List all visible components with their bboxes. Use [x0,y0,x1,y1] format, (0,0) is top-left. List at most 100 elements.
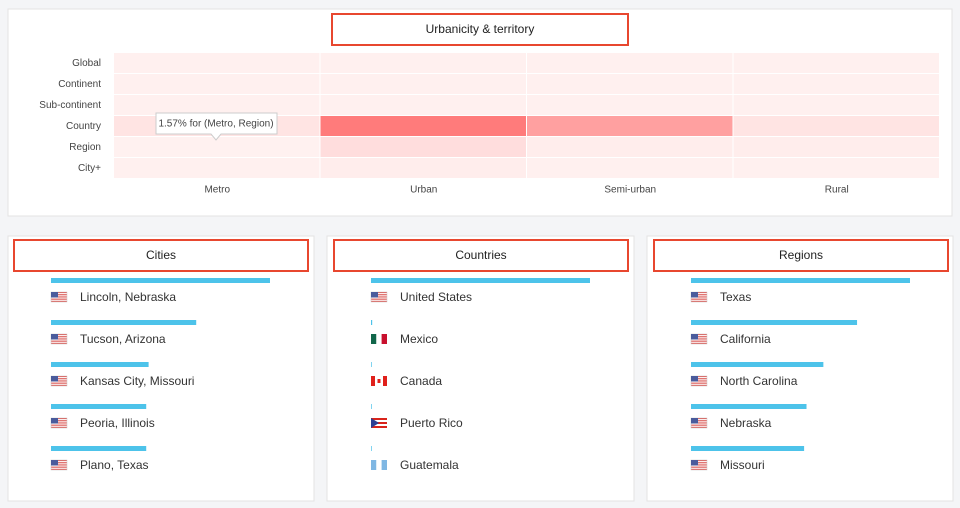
flag [51,466,67,468]
flag [371,300,387,302]
bar [371,278,590,283]
tooltip-text: 1.57% for (Metro, Region) [158,119,273,130]
flag [51,420,67,422]
category-label: Nebraska [720,416,772,430]
heat-cell [733,137,939,157]
heat-cell [114,137,320,157]
category-label: Texas [720,290,751,304]
heat-cell [320,74,526,94]
bar [51,362,149,367]
flag [691,292,698,298]
flag [691,420,707,422]
flag [381,334,387,344]
flag [51,376,58,382]
heat-cell [114,95,320,115]
flag [691,338,707,340]
flag [691,426,707,428]
bar [691,362,824,367]
flag [691,300,707,302]
flag [371,298,387,300]
x-tick-label: Rural [825,185,849,196]
y-tick-label: Country [66,121,101,132]
flag [51,334,67,336]
heat-cell [320,137,526,157]
bar [691,404,807,409]
flag [691,340,707,342]
flag [51,464,67,466]
category-label: Mexico [400,332,438,346]
flag [371,292,387,294]
flag [691,424,707,426]
heat-cell [527,137,733,157]
title-box [13,239,309,272]
flag [691,334,707,336]
flag [51,418,67,420]
heat-cell [114,53,320,73]
bar [691,278,910,283]
flag [691,468,707,470]
heat-cell [733,53,939,73]
x-tick-label: Urban [410,185,437,196]
flag [51,382,67,384]
flag [691,342,707,344]
flag [51,384,67,386]
flag [691,292,707,294]
heat-cell [114,158,320,178]
title-box [653,239,949,272]
flag [691,334,698,340]
category-label: Puerto Rico [400,416,463,430]
y-tick-label: Sub-continent [39,100,101,111]
flag [371,424,387,426]
category-label: Missouri [720,458,765,472]
bar [691,446,805,451]
bar [51,278,270,283]
category-label: Guatemala [400,458,459,472]
flag [691,376,707,378]
y-tick-label: Region [69,142,101,153]
heat-cell [114,74,320,94]
heat-cell [527,116,733,136]
flag [691,418,698,424]
flag [51,426,67,428]
flag [691,298,707,300]
heat-cell [527,53,733,73]
flag [51,380,67,382]
flag [376,334,382,344]
y-tick-label: Global [72,58,101,69]
flag [377,379,381,383]
flag [691,464,707,466]
heat-cell [733,158,939,178]
y-tick-label: City+ [78,163,101,174]
y-tick-label: Continent [58,79,101,90]
flag [51,294,67,296]
heat-cell [320,116,526,136]
panel-title: Regions [779,248,823,262]
flag [51,468,67,470]
flag [51,460,67,462]
flag [51,300,67,302]
flag [51,424,67,426]
heat-cell [320,158,526,178]
flag [691,466,707,468]
flag [51,292,58,298]
category-label: California [720,332,771,346]
flag [51,418,58,424]
flag [691,382,707,384]
panel-title: Urbanicity & territory [426,22,535,36]
bar [371,362,372,367]
flag [691,336,707,338]
x-tick-label: Metro [204,185,230,196]
flag [376,460,382,470]
flag [691,296,707,298]
flag [371,292,378,298]
panel-title: Countries [455,248,506,262]
bar [371,446,372,451]
flag [51,342,67,344]
heat-cell [733,74,939,94]
flag [51,292,67,294]
flag [51,296,67,298]
heat-cell [733,116,939,136]
flag [691,294,707,296]
flag [51,378,67,380]
title-box [333,239,629,272]
